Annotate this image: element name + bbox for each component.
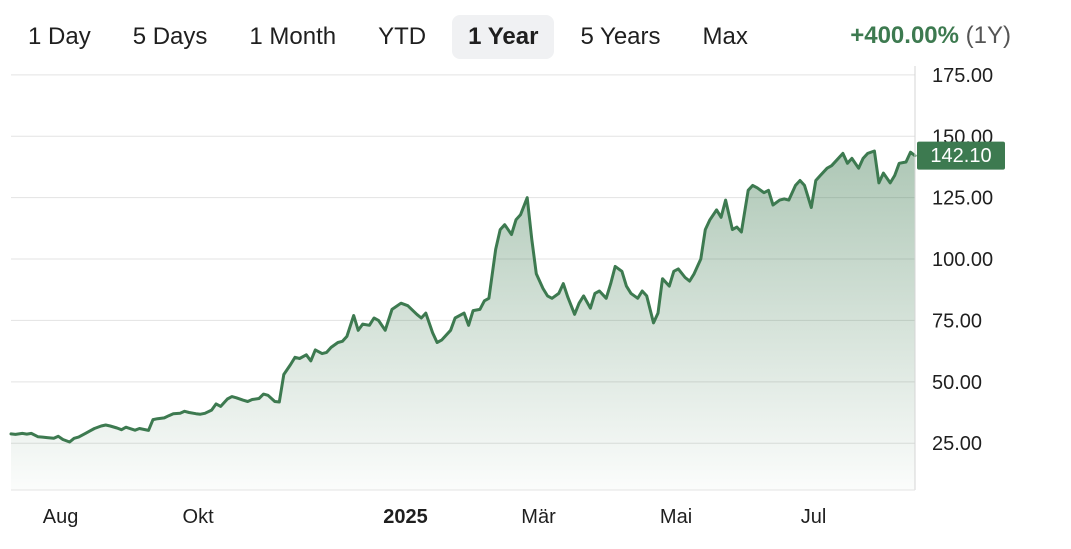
range-tab-ytd[interactable]: YTD <box>378 23 427 50</box>
price-line <box>9 149 917 444</box>
performance-period: (1Y) <box>965 22 1011 49</box>
price-area <box>11 151 915 490</box>
x-tick-label: Jul <box>801 506 827 528</box>
x-tick-label: 2025 <box>383 506 428 528</box>
y-tick-label: 25.00 <box>932 433 982 455</box>
x-axis: Aug Okt 2025 Mär Mai Jul <box>43 506 827 528</box>
range-tab-5-days[interactable]: 5 Days <box>132 23 208 50</box>
performance-summary: +400.00% (1Y) <box>850 22 1011 50</box>
range-tab-1-month[interactable]: 1 Month <box>249 23 337 50</box>
range-tab-1-day[interactable]: 1 Day <box>28 23 91 50</box>
time-range-selector: 1 Day 5 Days 1 Month YTD 1 Year 5 Years … <box>12 14 774 60</box>
x-tick-label: Mär <box>521 506 556 528</box>
x-tick-label: Okt <box>183 506 215 528</box>
x-tick-label: Mai <box>660 506 692 528</box>
y-tick-label: 125.00 <box>932 188 993 210</box>
last-price-tag-bg <box>917 141 1005 170</box>
y-tick-label: 175.00 <box>932 65 993 87</box>
range-tab-max[interactable]: Max <box>702 23 748 50</box>
last-price-tag: 142.10 <box>917 141 1005 170</box>
range-tab-5-years[interactable]: 5 Years <box>580 23 661 50</box>
range-tab-1-year[interactable]: 1 Year <box>452 15 555 59</box>
y-tick-label: 100.00 <box>932 249 993 271</box>
y-tick-label: 50.00 <box>932 372 982 394</box>
y-tick-label: 75.00 <box>932 310 982 332</box>
performance-change: +400.00% <box>850 22 959 49</box>
x-tick-label: Aug <box>43 506 79 528</box>
last-price-label: 142.10 <box>930 145 991 167</box>
